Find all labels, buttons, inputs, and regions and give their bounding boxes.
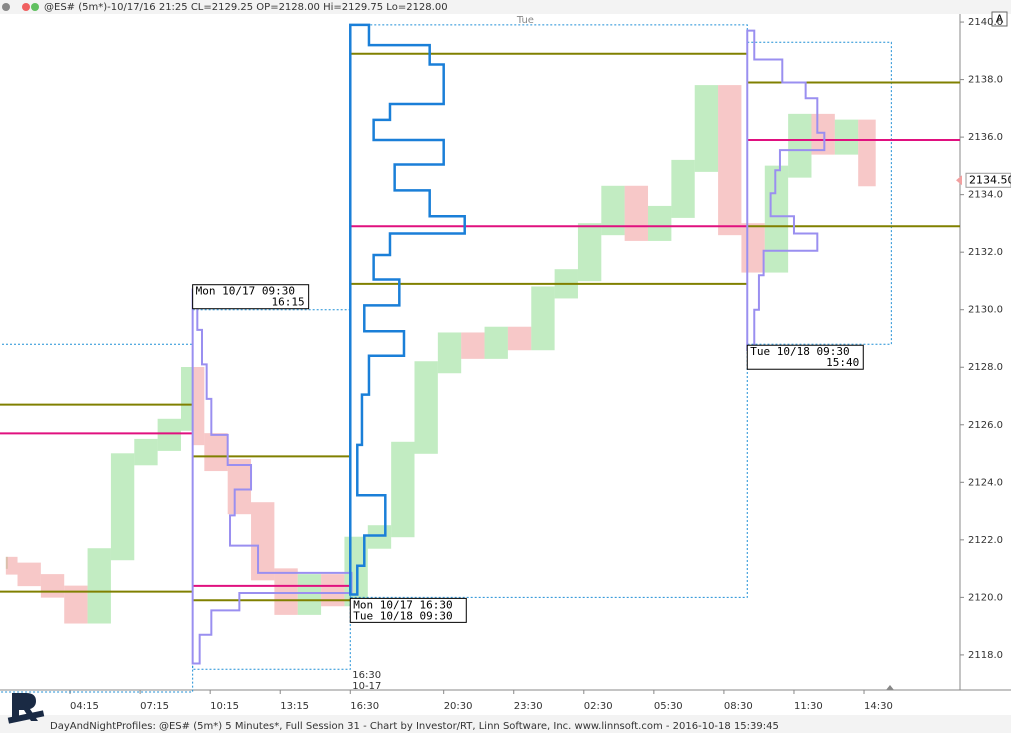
x-tick-label: 10:15 [210,701,239,712]
last-price-box [965,172,1011,188]
price-bar [718,85,742,236]
y-tick-label: 2126.0 [968,420,1003,431]
window-icon[interactable] [22,3,30,11]
price-bar [811,113,835,155]
price-bar [741,223,765,273]
price-bar [157,418,181,451]
price-bar [5,556,18,575]
profile-label-box [349,597,467,623]
x-tick-label: 13:15 [280,701,309,712]
price-bar [764,165,789,273]
price-bar [251,502,275,581]
price-bar [40,574,65,598]
y-tick-label: 2128.0 [968,362,1003,373]
session-marker-date: 10-17 [352,681,381,692]
y-tick-label: 2132.0 [968,247,1003,258]
price-bar [17,562,41,587]
profile-label: Mon 10/17 09:30 [196,285,295,298]
price-bar [110,453,135,561]
profile-label-box [746,344,864,370]
price-bar [648,205,672,241]
y-tick-label: 2134.0 [968,190,1003,201]
y-tick-label: 2118.0 [968,650,1003,661]
price-bar [694,85,719,172]
x-tick-label: 05:30 [654,701,683,712]
price-bar [461,332,485,359]
price-bar [367,525,392,549]
price-bar [180,366,193,431]
profile-label: Tue 10/18 09:30 [750,345,849,358]
logo [7,693,45,724]
x-tick-label: 02:30 [584,701,613,712]
profile-label: Mon 10/17 16:30 [353,598,452,611]
price-bar [484,326,508,359]
x-tick-label: 20:30 [444,701,473,712]
y-tick-label: 2140.0 [968,17,1003,28]
price-bar [414,361,438,454]
last-price-arrow [956,175,962,186]
price-bar [531,286,555,351]
price-bar [834,119,859,155]
profile-outline [746,29,826,351]
price-bar [577,223,602,282]
profile-label-box [192,284,310,310]
chart-header: @ES# (5m*)-10/17/16 21:25 CL=2129.25 OP=… [44,2,448,13]
footer-text: DayAndNightProfiles: @ES# (5m*) 5 Minute… [50,721,779,732]
x-tick-label: 07:15 [140,701,169,712]
y-tick-label: 2138.0 [968,75,1003,86]
price-bar [624,185,649,241]
scroll-marker[interactable] [886,685,894,690]
auto-button[interactable] [991,11,1008,27]
price-bar [858,119,876,187]
price-bar [204,433,228,472]
price-bar [87,548,111,624]
footer-bar [0,715,1011,733]
profile-label: Tue 10/18 09:30 [353,609,452,622]
last-price-label: 2134.50 [969,173,1011,186]
x-tick-label: 08:30 [724,701,753,712]
y-tick-label: 2120.0 [968,592,1003,603]
x-tick-label: 16:30 [350,701,379,712]
x-tick-label: 23:30 [514,701,543,712]
profile-outline [349,23,466,596]
session-marker-time: 16:30 [352,670,381,681]
price-bar [192,366,205,446]
price-bar [64,585,88,624]
day-marker: Tue [516,15,534,26]
price-bar [321,574,345,607]
y-tick-label: 2136.0 [968,132,1003,143]
auto-button-label[interactable]: A [996,13,1004,26]
price-bar [437,332,462,374]
profile-label: 16:15 [272,296,305,309]
price-bar [601,185,625,236]
header-bar [0,0,1011,14]
price-bar [274,568,298,615]
price-bar [391,441,415,538]
price-bar [507,326,532,351]
profile-outline [191,288,353,665]
window-icon[interactable] [31,3,39,11]
profile-label: 15:40 [826,356,859,369]
price-bar [227,459,252,515]
x-tick-label: 11:30 [794,701,823,712]
y-tick-label: 2124.0 [968,477,1003,488]
price-bar [671,159,695,218]
window-icon[interactable] [2,3,10,11]
x-tick-label: 04:15 [70,701,99,712]
x-tick-label: 14:30 [864,701,893,712]
price-bar [788,113,812,178]
price-bar [297,574,322,615]
y-tick-label: 2122.0 [968,535,1003,546]
logo-swoosh [7,710,45,724]
y-tick-label: 2130.0 [968,305,1003,316]
price-bar [134,438,158,466]
